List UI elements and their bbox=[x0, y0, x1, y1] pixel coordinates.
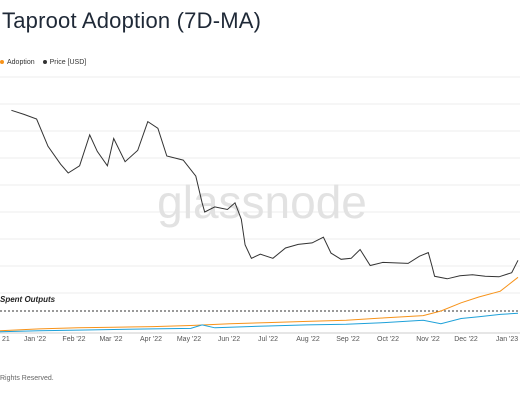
x-tick-label: Nov '22 bbox=[416, 336, 440, 343]
legend-label-price: Price [USD] bbox=[49, 58, 87, 66]
series-line-price bbox=[11, 109, 519, 280]
x-tick-label: Oct '22 bbox=[377, 336, 399, 343]
legend-item-price[interactable]: Price [USD] bbox=[42, 58, 87, 66]
x-tick-label: May '22 bbox=[177, 336, 201, 343]
x-tick-label: Jan '23 bbox=[496, 336, 518, 343]
x-tick-label: Jun '22 bbox=[218, 336, 240, 343]
legend-item-adoption[interactable]: Adoption bbox=[0, 59, 35, 66]
x-tick-label: 21 bbox=[2, 336, 10, 343]
series-line-adoption bbox=[0, 276, 519, 332]
x-tick-label: Aug '22 bbox=[296, 336, 320, 343]
legend-label-adoption: Adoption bbox=[7, 58, 35, 66]
watermark-text: glassnode bbox=[157, 176, 367, 228]
series-line-spent-outputs bbox=[0, 312, 519, 333]
x-tick-label: Dec '22 bbox=[454, 336, 478, 343]
footer-copyright: Rights Reserved. bbox=[0, 375, 54, 382]
x-tick-label: Jul '22 bbox=[258, 336, 278, 343]
x-tick-label: Jan '22 bbox=[24, 336, 46, 343]
x-tick-label: Feb '22 bbox=[62, 336, 85, 343]
page-title: Taproot Adoption (7D-MA) bbox=[2, 8, 262, 33]
x-tick-label: Sep '22 bbox=[336, 336, 360, 343]
legend-dot-adoption bbox=[0, 60, 4, 64]
legend-dot-price bbox=[42, 60, 47, 64]
x-tick-label: Apr '22 bbox=[140, 336, 162, 343]
chart-legend: Adoption Price [USD] bbox=[0, 57, 86, 67]
annotation-spent-outputs: Spent Outputs bbox=[0, 295, 56, 304]
x-tick-label: Mar '22 bbox=[99, 336, 122, 343]
